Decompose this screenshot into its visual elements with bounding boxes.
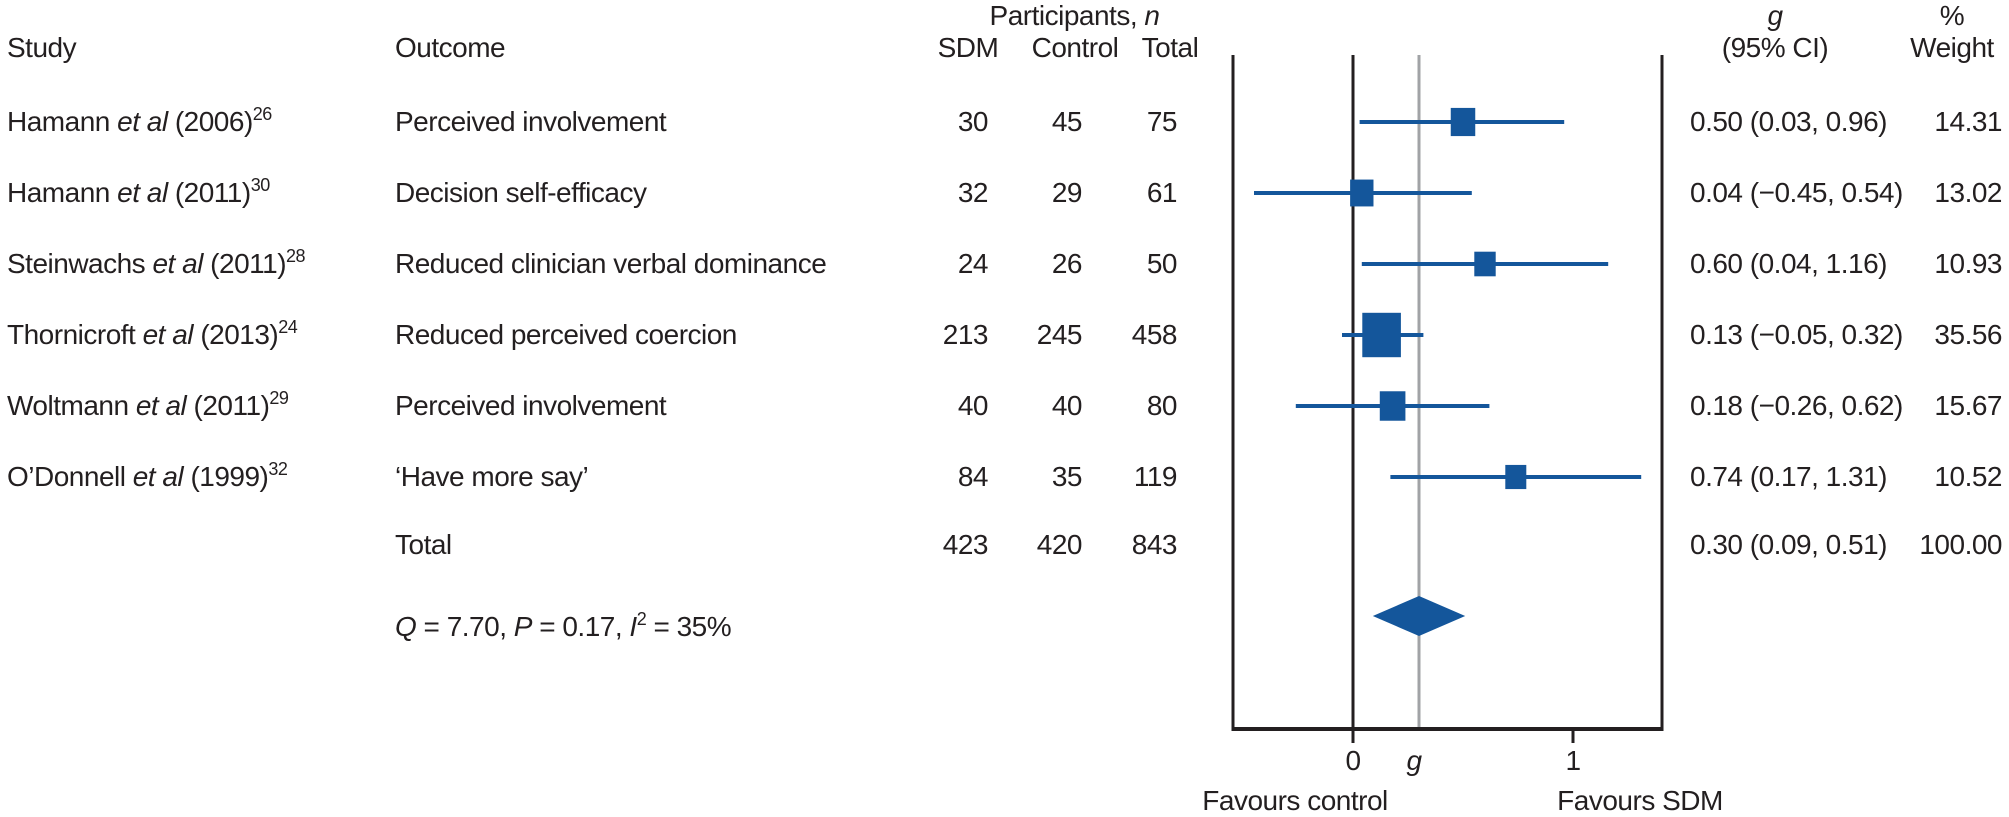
table-row: Hamann et al (2011)30 Decision self-effi… [0, 175, 2009, 211]
table-row: O’Donnell et al (1999)32 ‘Have more say’… [0, 459, 2009, 495]
axis-g-label: g [1406, 745, 1422, 776]
sdm-n-cell: 40 [957, 390, 989, 421]
control-n-cell: 29 [1051, 177, 1083, 208]
study-cell: Hamann et al (2006)26 [7, 104, 273, 137]
total-n-cell: 61 [1146, 177, 1178, 208]
total-n-cell: 75 [1146, 106, 1178, 137]
weight-cell: 35.56 [1934, 319, 2002, 350]
study-cell: O’Donnell et al (1999)32 [7, 459, 288, 492]
study-cell: Steinwachs et al (2011)28 [7, 246, 306, 279]
total-column-header: Total [1141, 32, 1199, 63]
table-row: Thornicroft et al (2013)24 Reduced perce… [0, 317, 2009, 353]
total-n-cell: 458 [1131, 319, 1178, 350]
control-n-cell: 45 [1051, 106, 1083, 137]
effect-size-box [1505, 464, 1527, 490]
study-column-header: Study [7, 32, 77, 63]
total-n-cell: 843 [1131, 529, 1178, 560]
outcome-column-header: Outcome [395, 32, 506, 63]
outcome-cell: Perceived involvement [395, 390, 667, 421]
reference-superscript: 24 [278, 317, 298, 337]
weight-cell: 14.31 [1934, 106, 2002, 137]
heterogeneity-stats: Q = 7.70, P = 0.17, I2 = 35% [395, 609, 732, 642]
sdm-n-cell: 32 [957, 177, 989, 208]
effect-size-box [1362, 312, 1401, 358]
favours-sdm-label: Favours SDM [1557, 785, 1723, 816]
table-row: Woltmann et al (2011)29 Perceived involv… [0, 388, 2009, 424]
effect-ci-cell: 0.18 (−0.26, 0.62) [1690, 390, 1903, 421]
total-label: Total [395, 529, 452, 560]
outcome-cell: ‘Have more say’ [395, 461, 589, 492]
reference-superscript: 28 [286, 246, 306, 266]
weight-cell: 15.67 [1934, 390, 2002, 421]
effect-size-box [1350, 179, 1374, 207]
effect-ci-cell: 0.04 (−0.45, 0.54) [1690, 177, 1903, 208]
weight-column-header: Weight [1910, 32, 1994, 63]
study-cell: Woltmann et al (2011)29 [7, 388, 289, 421]
ci-column-header: (95% CI) [1721, 32, 1829, 63]
outcome-cell: Perceived involvement [395, 106, 667, 137]
control-n-cell: 40 [1051, 390, 1083, 421]
sdm-n-cell: 213 [942, 319, 989, 350]
total-row: Total 423 420 843 0.30 (0.09, 0.51) 100.… [0, 527, 2009, 563]
study-cell: Hamann et al (2011)30 [7, 175, 271, 208]
control-n-cell: 35 [1051, 461, 1083, 492]
sdm-n-cell: 84 [957, 461, 989, 492]
total-n-cell: 119 [1133, 461, 1178, 492]
sdm-n-cell: 423 [942, 529, 989, 560]
reference-superscript: 30 [250, 175, 271, 195]
control-n-cell: 420 [1036, 529, 1083, 560]
total-n-cell: 50 [1146, 248, 1178, 279]
outcome-cell: Reduced perceived coercion [395, 319, 737, 350]
weight-cell: 13.02 [1934, 177, 2002, 208]
g-header: g [1767, 0, 1783, 31]
header-row-2: Study Outcome SDM Control Total (95% CI)… [0, 30, 2009, 66]
control-n-cell: 245 [1036, 319, 1083, 350]
axis-tick-label-1: 1 [1565, 745, 1581, 776]
study-cell: Thornicroft et al (2013)24 [7, 317, 298, 350]
table-row: Steinwachs et al (2011)28 Reduced clinic… [0, 246, 2009, 282]
heterogeneity-row: Q = 7.70, P = 0.17, I2 = 35% [0, 609, 2009, 645]
effect-ci-cell: 0.30 (0.09, 0.51) [1690, 529, 1887, 560]
control-n-cell: 26 [1051, 248, 1083, 279]
effect-ci-cell: 0.50 (0.03, 0.96) [1690, 106, 1887, 137]
weight-cell: 100.00 [1919, 529, 2002, 560]
weight-cell: 10.52 [1934, 461, 2002, 492]
effect-size-box [1379, 391, 1406, 421]
outcome-cell: Decision self-efficacy [395, 177, 647, 208]
sdm-n-cell: 30 [957, 106, 989, 137]
percent-header: % [1939, 0, 1965, 31]
reference-superscript: 26 [252, 104, 273, 124]
sdm-n-cell: 24 [957, 248, 989, 279]
squared-superscript: 2 [636, 609, 647, 629]
effect-ci-cell: 0.60 (0.04, 1.16) [1690, 248, 1887, 279]
sdm-column-header: SDM [937, 32, 999, 63]
effect-size-box [1474, 251, 1496, 277]
table-row: Hamann et al (2006)26 Perceived involvem… [0, 104, 2009, 140]
reference-superscript: 32 [268, 459, 288, 479]
participants-header: Participants, n [989, 0, 1160, 31]
pooled-effect-diamond [1372, 596, 1466, 636]
effect-ci-cell: 0.74 (0.17, 1.31) [1690, 461, 1887, 492]
effect-ci-cell: 0.13 (−0.05, 0.32) [1690, 319, 1903, 350]
axis-tick-label-0: 0 [1345, 745, 1361, 776]
effect-size-box [1450, 107, 1476, 137]
control-column-header: Control [1031, 32, 1119, 63]
weight-cell: 10.93 [1934, 248, 2002, 279]
header-row-1: Participants, n g % [0, 0, 2009, 34]
outcome-cell: Reduced clinician verbal dominance [395, 248, 827, 279]
reference-superscript: 29 [269, 388, 289, 408]
favours-control-label: Favours control [1202, 785, 1388, 816]
total-n-cell: 80 [1146, 390, 1178, 421]
